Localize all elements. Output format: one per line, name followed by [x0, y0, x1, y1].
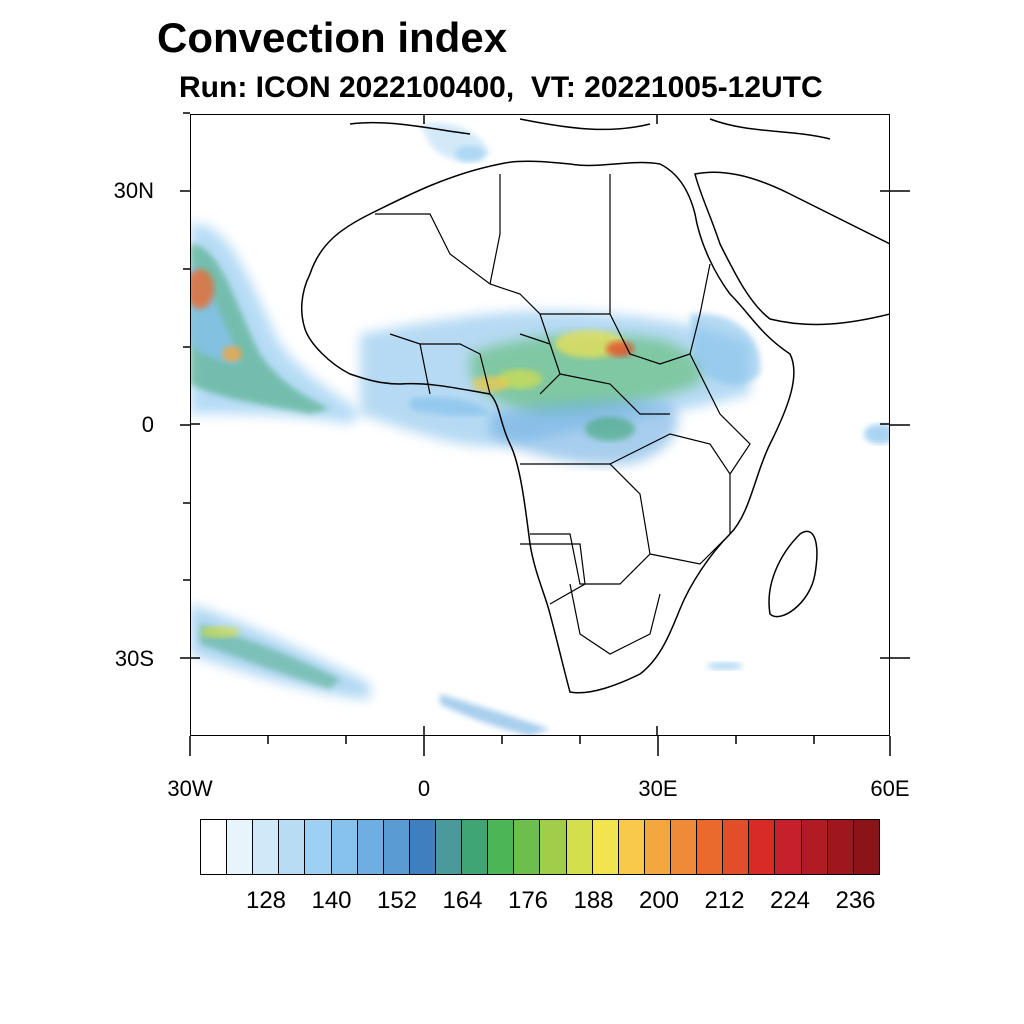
colorbar-swatch — [253, 820, 280, 874]
colorbar-swatch — [357, 820, 384, 874]
colorbar-swatch — [305, 820, 332, 874]
colorbar-swatch — [566, 820, 593, 874]
lat-label-30s: 30S — [114, 646, 154, 671]
colorbar-swatch — [670, 820, 698, 874]
coastlines — [300, 118, 890, 694]
lon-label-30w: 30W — [167, 776, 213, 801]
colorbar-swatch — [618, 820, 645, 874]
colorbar-tick-label: 176 — [507, 887, 549, 914]
colorbar — [200, 819, 880, 875]
colorbar-swatch — [514, 820, 541, 874]
country-borders — [375, 174, 751, 655]
colorbar-swatch — [435, 820, 463, 874]
lon-label-30e: 30E — [638, 776, 678, 801]
colorbar-swatch — [801, 820, 828, 874]
colorbar-tick-label: 188 — [573, 887, 614, 914]
colorbar-swatch — [644, 820, 671, 874]
frame-ticks — [190, 114, 890, 736]
colorbar-swatch — [227, 820, 254, 874]
map-title: Convection index — [157, 14, 508, 61]
colorbar-swatch — [723, 820, 750, 874]
lon-label-0: 0 — [417, 776, 431, 801]
africa-map — [190, 114, 890, 736]
map-plot-area — [190, 114, 890, 736]
colorbar-swatch — [775, 820, 802, 874]
lat-label-30n: 30N — [113, 178, 154, 203]
colorbar-swatch — [749, 820, 776, 874]
colorbar-swatch — [592, 820, 619, 874]
colorbar-tick-label: 212 — [704, 887, 745, 914]
colorbar-tick-label: 200 — [638, 887, 680, 914]
colorbar-tick-label: 128 — [245, 887, 287, 914]
colorbar-tick-label: 224 — [769, 887, 811, 914]
colorbar-swatch — [853, 820, 879, 874]
colorbar-swatch — [279, 820, 306, 874]
lon-label-60e: 60E — [870, 776, 910, 801]
colorbar-tick-label: 164 — [442, 887, 483, 914]
colorbar-tick-label: 140 — [311, 887, 352, 914]
colorbar-swatch — [383, 820, 410, 874]
colorbar-swatch — [331, 820, 358, 874]
colorbar-swatch — [409, 820, 436, 874]
colorbar-swatch — [827, 820, 854, 874]
colorbar-swatch — [488, 820, 515, 874]
map-subtitle: Run: ICON 2022100400, VT: 20221005-12UTC — [179, 71, 823, 104]
colorbar-tick-label: 152 — [376, 887, 418, 914]
colorbar-swatch — [697, 820, 724, 874]
colorbar-swatch — [540, 820, 567, 874]
colorbar-swatch — [462, 820, 489, 874]
colorbar-tick-label: 236 — [835, 887, 876, 914]
colorbar-swatch — [201, 820, 228, 874]
lat-label-0: 0 — [141, 412, 154, 437]
